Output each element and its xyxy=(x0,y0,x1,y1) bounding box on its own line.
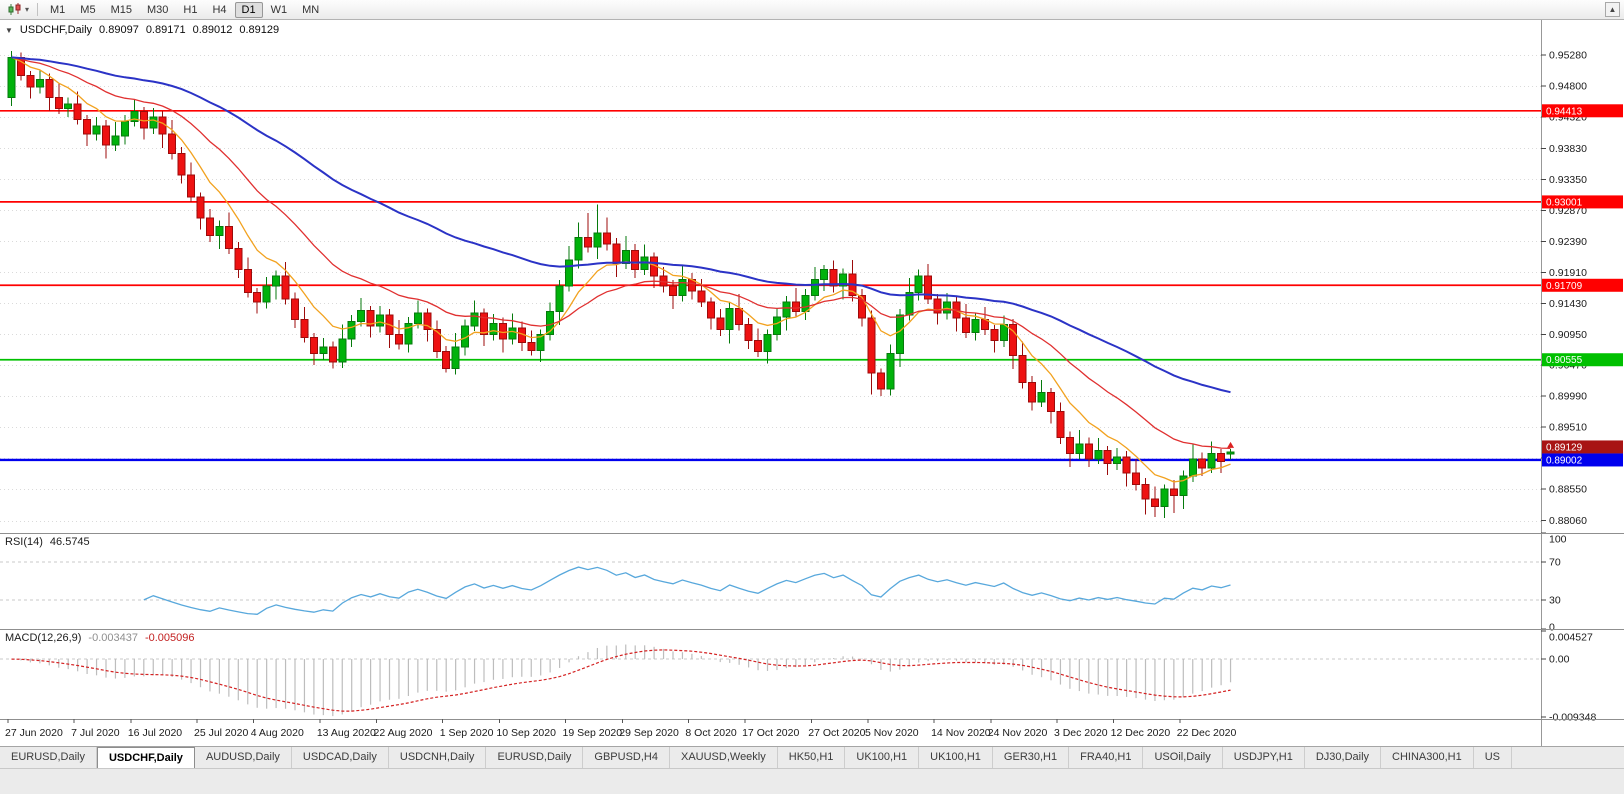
svg-text:14 Nov 2020: 14 Nov 2020 xyxy=(931,727,991,739)
chart-tab-dj30-daily[interactable]: DJ30,Daily xyxy=(1305,747,1382,768)
horizontal-level-lines xyxy=(0,109,1541,462)
chart-tab-us[interactable]: US xyxy=(1474,747,1512,768)
svg-text:100: 100 xyxy=(1549,534,1567,546)
svg-text:0.00: 0.00 xyxy=(1549,654,1570,666)
chart-tab-xauusd-weekly[interactable]: XAUUSD,Weekly xyxy=(670,747,778,768)
svg-text:0.91709: 0.91709 xyxy=(1546,281,1583,292)
ma-55 xyxy=(11,56,1231,394)
svg-text:0.89002: 0.89002 xyxy=(1546,455,1583,466)
svg-text:0.89129: 0.89129 xyxy=(1546,442,1583,453)
timeframe-button-h1[interactable]: H1 xyxy=(176,2,204,18)
timeframe-button-d1[interactable]: D1 xyxy=(234,1,263,18)
scroll-up-button[interactable]: ▲ xyxy=(1605,2,1620,17)
svg-text:70: 70 xyxy=(1549,556,1561,568)
svg-text:13 Aug 2020: 13 Aug 2020 xyxy=(317,727,376,739)
chart-tab-usdchf-daily[interactable]: USDCHF,Daily xyxy=(96,747,195,768)
svg-text:0.91910: 0.91910 xyxy=(1549,267,1587,279)
svg-text:27 Oct 2020: 27 Oct 2020 xyxy=(808,727,865,739)
svg-text:0.88550: 0.88550 xyxy=(1549,484,1587,496)
date-axis: 27 Jun 2020 7 Jul 2020 16 Jul 2020 25 Jul 2… xyxy=(5,719,1237,739)
svg-text:3 Dec 2020: 3 Dec 2020 xyxy=(1054,727,1108,739)
ma-21 xyxy=(11,56,1231,450)
chart-type-dropdown-icon: ▾ xyxy=(25,5,30,14)
macd-pane: 0.004527 0.00 -0.009348 xyxy=(0,630,1596,724)
svg-text:0: 0 xyxy=(1549,622,1555,634)
timeframe-buttons: M1 M5 M15 M30 H1 H4 D1 W1 MN xyxy=(43,1,326,18)
chart-tab-audusd-daily[interactable]: AUDUSD,Daily xyxy=(195,747,292,768)
chart-tab-usdjpy-h1[interactable]: USDJPY,H1 xyxy=(1223,747,1305,768)
svg-text:0.90950: 0.90950 xyxy=(1549,329,1587,341)
svg-text:0.95280: 0.95280 xyxy=(1549,49,1587,61)
svg-text:0.93830: 0.93830 xyxy=(1549,143,1587,155)
candlestick-chart-icon xyxy=(8,3,21,15)
svg-text:12 Dec 2020: 12 Dec 2020 xyxy=(1111,727,1171,739)
chart-tab-fra40-h1[interactable]: FRA40,H1 xyxy=(1069,747,1144,768)
svg-text:29 Sep 2020: 29 Sep 2020 xyxy=(619,727,679,739)
svg-text:0.89990: 0.89990 xyxy=(1549,391,1587,403)
svg-text:0.004527: 0.004527 xyxy=(1549,632,1593,644)
chart-tab-uk100-h1[interactable]: UK100,H1 xyxy=(919,747,993,768)
svg-text:0.93350: 0.93350 xyxy=(1549,174,1587,186)
timeframe-button-m1[interactable]: M1 xyxy=(43,2,72,18)
svg-text:0.89510: 0.89510 xyxy=(1549,422,1587,434)
price-grid xyxy=(0,55,1541,522)
rsi-line xyxy=(143,566,1231,615)
chart-tab-uk100-h1[interactable]: UK100,H1 xyxy=(845,747,920,768)
toolbar-separator xyxy=(37,3,39,16)
svg-text:0.92390: 0.92390 xyxy=(1549,236,1587,248)
svg-text:27 Jun 2020: 27 Jun 2020 xyxy=(5,727,63,739)
chart-tab-eurusd-daily[interactable]: EURUSD,Daily xyxy=(0,747,97,768)
chart-tab-usoil-daily[interactable]: USOil,Daily xyxy=(1143,747,1223,768)
svg-text:10 Sep 2020: 10 Sep 2020 xyxy=(496,727,556,739)
svg-text:17 Oct 2020: 17 Oct 2020 xyxy=(742,727,799,739)
svg-text:30: 30 xyxy=(1549,595,1561,607)
svg-text:0.91430: 0.91430 xyxy=(1549,298,1587,310)
timeframe-button-h4[interactable]: H4 xyxy=(205,2,233,18)
timeframe-button-m30[interactable]: M30 xyxy=(140,2,175,18)
svg-text:19 Sep 2020: 19 Sep 2020 xyxy=(563,727,623,739)
svg-text:0.88060: 0.88060 xyxy=(1549,515,1587,527)
svg-text:7 Jul 2020: 7 Jul 2020 xyxy=(71,727,120,739)
timeframe-button-m5[interactable]: M5 xyxy=(73,2,102,18)
chart-tab-ger30-h1[interactable]: GER30,H1 xyxy=(993,747,1070,768)
timeframe-toolbar: ▾ M1 M5 M15 M30 H1 H4 D1 W1 MN ▲ xyxy=(0,0,1624,20)
timeframe-button-w1[interactable]: W1 xyxy=(264,2,295,18)
svg-text:8 Oct 2020: 8 Oct 2020 xyxy=(685,727,737,739)
svg-text:-0.009348: -0.009348 xyxy=(1549,712,1596,724)
moving-averages xyxy=(11,56,1231,483)
price-chart-canvas[interactable]: 0.952800.948000.943200.938300.933500.928… xyxy=(0,20,1624,746)
chart-tab-hk50-h1[interactable]: HK50,H1 xyxy=(778,747,846,768)
chart-tab-gbpusd-h4[interactable]: GBPUSD,H4 xyxy=(583,747,670,768)
svg-text:22 Dec 2020: 22 Dec 2020 xyxy=(1177,727,1237,739)
svg-text:5 Nov 2020: 5 Nov 2020 xyxy=(865,727,919,739)
svg-text:24 Nov 2020: 24 Nov 2020 xyxy=(988,727,1048,739)
timeframe-button-mn[interactable]: MN xyxy=(295,2,326,18)
svg-text:16 Jul 2020: 16 Jul 2020 xyxy=(128,727,182,739)
chart-tab-eurusd-daily[interactable]: EURUSD,Daily xyxy=(486,747,584,768)
svg-text:25 Jul 2020: 25 Jul 2020 xyxy=(194,727,248,739)
chart-tab-usdcad-daily[interactable]: USDCAD,Daily xyxy=(292,747,389,768)
chart-type-button[interactable]: ▾ xyxy=(4,3,32,16)
last-price-arrow xyxy=(1227,441,1235,448)
chart-tab-usdcnh-daily[interactable]: USDCNH,Daily xyxy=(389,747,487,768)
ma-8 xyxy=(11,56,1231,483)
rsi-pane: 100 70 30 0 xyxy=(0,532,1567,634)
macd-signal-line xyxy=(11,649,1231,712)
timeframe-button-m15[interactable]: M15 xyxy=(104,2,139,18)
chart-tabs-bar: EURUSD,Daily USDCHF,Daily AUDUSD,Daily USDC… xyxy=(0,746,1624,768)
status-bar xyxy=(0,768,1624,794)
svg-text:4 Aug 2020: 4 Aug 2020 xyxy=(251,727,304,739)
svg-text:0.93001: 0.93001 xyxy=(1546,197,1583,208)
svg-text:0.94413: 0.94413 xyxy=(1546,106,1583,117)
svg-text:0.90555: 0.90555 xyxy=(1546,355,1583,366)
svg-text:0.94800: 0.94800 xyxy=(1549,80,1587,92)
svg-text:1 Sep 2020: 1 Sep 2020 xyxy=(440,727,494,739)
chart-area[interactable]: 0.95280 0.94800 0.94320 0.93830 0.93350 0.928… xyxy=(0,20,1624,746)
svg-text:22 Aug 2020: 22 Aug 2020 xyxy=(374,727,433,739)
chart-tab-china300-h1[interactable]: CHINA300,H1 xyxy=(1381,747,1474,768)
price-badges: 0.94413 0.93001 0.91709 0.90555 0.89129 0.890… xyxy=(1542,104,1623,467)
